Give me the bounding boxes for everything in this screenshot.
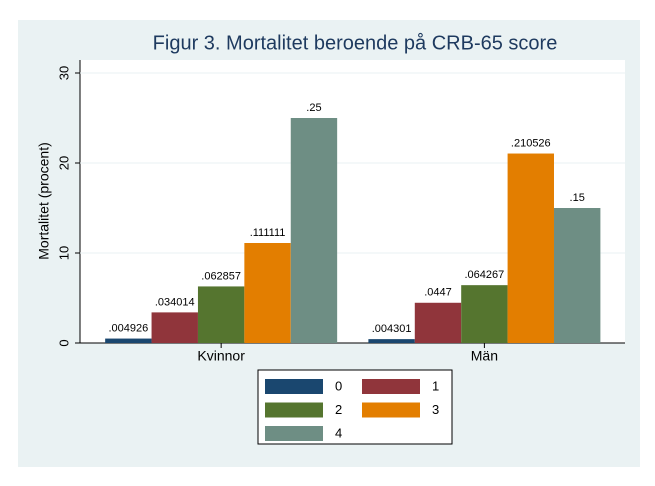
value-label: .15: [570, 192, 585, 204]
value-label: .0447: [424, 287, 452, 299]
legend-swatch: [265, 379, 323, 394]
y-axis-label: Mortalitet (procent): [36, 142, 52, 259]
bar: [197, 286, 245, 343]
value-label: .062857: [201, 270, 241, 282]
legend-swatch: [265, 402, 323, 418]
y-tick-label: 10: [56, 246, 71, 260]
y-tick-label: 20: [56, 156, 71, 170]
bar: [244, 243, 291, 343]
bar: [368, 339, 415, 343]
bar: [507, 153, 554, 343]
bar: [290, 118, 338, 343]
value-label: .210526: [511, 137, 551, 149]
legend-label: 0: [335, 378, 342, 393]
value-label: .004926: [108, 322, 148, 334]
legend-swatch: [362, 402, 420, 418]
bar: [105, 338, 152, 343]
value-label: .034014: [155, 296, 195, 308]
legend-label: 4: [335, 425, 342, 440]
x-tick-label: Kvinnor: [197, 348, 245, 364]
legend-label: 3: [432, 402, 439, 417]
legend-swatch: [265, 426, 323, 441]
legend-swatch: [362, 379, 420, 394]
bar: [151, 312, 198, 343]
chart-title: Figur 3. Mortalitet beroende på CRB-65 s…: [153, 32, 558, 54]
legend-label: 2: [335, 402, 342, 417]
bar: [414, 302, 462, 343]
value-label: .111111: [250, 227, 286, 239]
bar: [461, 285, 508, 343]
value-label: .004301: [372, 323, 412, 335]
x-tick-label: Män: [471, 348, 498, 364]
y-tick-label: 30: [56, 66, 71, 80]
value-label: .064267: [465, 269, 505, 281]
legend-label: 1: [432, 378, 439, 393]
value-label: .25: [306, 102, 321, 114]
y-tick-label: 0: [56, 339, 71, 346]
bar: [553, 208, 601, 343]
